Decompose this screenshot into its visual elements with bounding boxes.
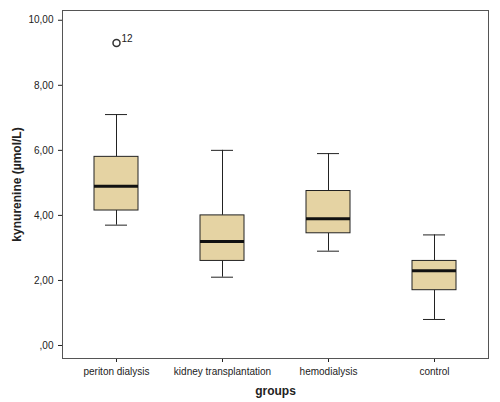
svg-text:control: control: [419, 366, 449, 377]
svg-text:groups: groups: [255, 384, 296, 398]
svg-text:12: 12: [122, 33, 134, 44]
svg-text:kynurenine (µmol/L): kynurenine (µmol/L): [10, 127, 24, 241]
svg-text:kidney transplantation: kidney transplantation: [174, 366, 271, 377]
svg-text:2,00: 2,00: [34, 275, 54, 286]
svg-text:4,00: 4,00: [34, 210, 54, 221]
svg-text:10,00: 10,00: [28, 14, 53, 25]
svg-text:periton dialysis: periton dialysis: [83, 366, 149, 377]
svg-text:6,00: 6,00: [34, 145, 54, 156]
svg-text:hemodialysis: hemodialysis: [300, 366, 358, 377]
svg-text:,00: ,00: [40, 340, 54, 351]
svg-text:8,00: 8,00: [34, 80, 54, 91]
